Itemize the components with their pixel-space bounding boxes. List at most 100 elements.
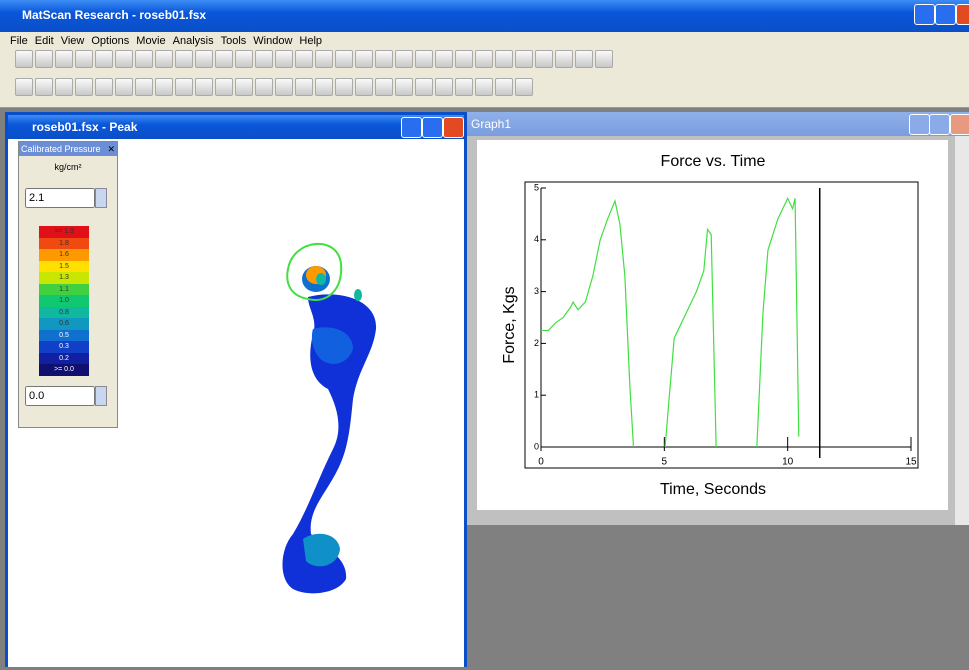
maximize-button[interactable] bbox=[929, 114, 950, 135]
toolbar-button[interactable] bbox=[155, 78, 173, 96]
y-tick-label: 2 bbox=[534, 338, 539, 348]
menu-item[interactable]: Movie bbox=[136, 35, 166, 47]
toolbar-button[interactable] bbox=[495, 78, 513, 96]
menu-item[interactable]: View bbox=[60, 35, 85, 47]
toolbar-button[interactable] bbox=[455, 78, 473, 96]
menu-item[interactable]: Options bbox=[91, 35, 130, 47]
toolbar-button[interactable] bbox=[395, 78, 413, 96]
toolbar-button[interactable] bbox=[155, 50, 173, 68]
toolbar-button[interactable] bbox=[315, 78, 333, 96]
toolbar-button[interactable] bbox=[515, 78, 533, 96]
toolbar-button[interactable] bbox=[175, 50, 193, 68]
y-axis-label: Force, Kgs bbox=[501, 286, 518, 363]
scrollbar[interactable] bbox=[955, 136, 969, 525]
toolbar-button[interactable] bbox=[135, 50, 153, 68]
toolbar-button[interactable] bbox=[95, 50, 113, 68]
toolbar-button[interactable] bbox=[415, 78, 433, 96]
toolbar-button[interactable] bbox=[375, 78, 393, 96]
close-button[interactable] bbox=[956, 4, 969, 25]
toolbar-button[interactable] bbox=[495, 50, 513, 68]
toolbar-button[interactable] bbox=[235, 78, 253, 96]
minimize-button[interactable] bbox=[909, 114, 930, 135]
minimize-button[interactable] bbox=[401, 117, 422, 138]
toolbar-button[interactable] bbox=[595, 50, 613, 68]
toolbar-button[interactable] bbox=[135, 78, 153, 96]
color-level: 0.2 bbox=[39, 352, 89, 364]
toolbar-button[interactable] bbox=[35, 50, 53, 68]
color-level: 0.6 bbox=[39, 318, 89, 330]
toolbar-button[interactable] bbox=[475, 50, 493, 68]
toolbar-button[interactable] bbox=[475, 78, 493, 96]
close-button[interactable] bbox=[443, 117, 464, 138]
app-titlebar: MatScan Research - roseb01.fsx bbox=[0, 0, 969, 32]
menu-item[interactable]: Help bbox=[299, 35, 323, 47]
toolbar-button[interactable] bbox=[395, 50, 413, 68]
toolbar-button[interactable] bbox=[275, 50, 293, 68]
toolbar-button[interactable] bbox=[435, 50, 453, 68]
toolbar-button[interactable] bbox=[35, 78, 53, 96]
toolbar-button[interactable] bbox=[355, 50, 373, 68]
legend-panel: Calibrated Pressure ✕ kg/cm² >= 1.91.81.6… bbox=[18, 141, 118, 428]
toolbar-button[interactable] bbox=[575, 50, 593, 68]
x-axis-label: Time, Seconds bbox=[660, 481, 766, 498]
toolbar-button[interactable] bbox=[555, 50, 573, 68]
toolbar-button[interactable] bbox=[535, 50, 553, 68]
toolbar-button[interactable] bbox=[195, 50, 213, 68]
toolbar-button[interactable] bbox=[455, 50, 473, 68]
toolbar-button[interactable] bbox=[95, 78, 113, 96]
toolbar-button[interactable] bbox=[55, 78, 73, 96]
toolbar-button[interactable] bbox=[275, 78, 293, 96]
menu-item[interactable]: Tools bbox=[220, 35, 247, 47]
color-scale: >= 1.9 1.8 1.6 1.5 1.3 1.1 1.0 0.8 0.6 0.5 0.3 0.2 >… bbox=[39, 226, 89, 376]
color-level: 1.6 bbox=[39, 249, 89, 261]
menu-item[interactable]: Window bbox=[253, 35, 293, 47]
toolbar-button[interactable] bbox=[235, 50, 253, 68]
toolbar-button[interactable] bbox=[215, 50, 233, 68]
close-button[interactable] bbox=[950, 114, 969, 135]
toolbar-button[interactable] bbox=[75, 78, 93, 96]
toolbar-button[interactable] bbox=[515, 50, 533, 68]
foot-region bbox=[311, 327, 353, 364]
toolbar-button[interactable] bbox=[295, 50, 313, 68]
toolbar-button[interactable] bbox=[335, 78, 353, 96]
minimize-button[interactable] bbox=[914, 4, 935, 25]
chart-title: Force vs. Time bbox=[661, 153, 766, 170]
x-tick-label: 15 bbox=[905, 457, 917, 468]
foot-region bbox=[282, 294, 377, 594]
toolbar-button[interactable] bbox=[295, 78, 313, 96]
maximize-button[interactable] bbox=[935, 4, 956, 25]
peak-title: roseb01.fsx - Peak bbox=[32, 120, 138, 134]
menu-item[interactable]: Analysis bbox=[172, 35, 214, 47]
toolbar-button[interactable] bbox=[355, 78, 373, 96]
menu-item[interactable]: Edit bbox=[34, 35, 54, 47]
toe-region bbox=[316, 273, 326, 285]
toolbar-button[interactable] bbox=[115, 50, 133, 68]
toolbar-button[interactable] bbox=[175, 78, 193, 96]
y-tick-label: 1 bbox=[534, 390, 539, 400]
toolbar-button[interactable] bbox=[415, 50, 433, 68]
legend-close[interactable]: ✕ bbox=[107, 144, 115, 154]
min-input[interactable] bbox=[25, 386, 95, 406]
toolbar-button[interactable] bbox=[15, 50, 33, 68]
peak-window: roseb01.fsx - Peak Calibrated Pressure ✕ … bbox=[5, 112, 467, 667]
toolbar-button[interactable] bbox=[255, 78, 273, 96]
toolbar-button[interactable] bbox=[75, 50, 93, 68]
toolbar-button[interactable] bbox=[15, 78, 33, 96]
y-tick-label: 4 bbox=[534, 234, 539, 244]
toolbar-button[interactable] bbox=[55, 50, 73, 68]
toolbar-button[interactable] bbox=[315, 50, 333, 68]
toolbar-button[interactable] bbox=[335, 50, 353, 68]
toolbar-button[interactable] bbox=[195, 78, 213, 96]
spin-button[interactable] bbox=[95, 188, 107, 208]
spin-button[interactable] bbox=[95, 386, 107, 406]
toolbar-button[interactable] bbox=[115, 78, 133, 96]
menu-item[interactable]: File bbox=[10, 35, 28, 47]
toolbar-button[interactable] bbox=[215, 78, 233, 96]
max-input[interactable] bbox=[25, 188, 95, 208]
graph-title: Graph1 bbox=[471, 117, 512, 131]
toolbar-button[interactable] bbox=[375, 50, 393, 68]
maximize-button[interactable] bbox=[422, 117, 443, 138]
toolbar-button[interactable] bbox=[435, 78, 453, 96]
toolbar bbox=[0, 76, 969, 108]
toolbar-button[interactable] bbox=[255, 50, 273, 68]
